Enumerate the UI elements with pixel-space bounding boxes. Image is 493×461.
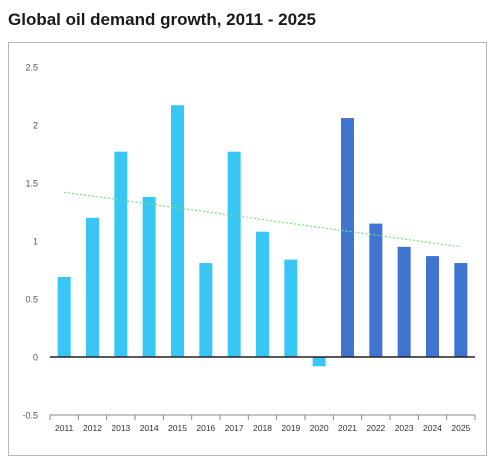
x-tick-label: 2011 xyxy=(55,423,74,433)
bar-2022 xyxy=(369,223,383,357)
bar-2015 xyxy=(171,105,184,357)
x-tick-label: 2022 xyxy=(366,423,385,433)
x-tick-label: 2016 xyxy=(196,423,215,433)
y-tick-label: 2 xyxy=(33,121,38,131)
x-tick-label: 2015 xyxy=(168,423,187,433)
bar-2021 xyxy=(341,118,354,357)
x-tick-label: 2019 xyxy=(281,423,300,433)
bar-2013 xyxy=(114,151,128,357)
bar-2019 xyxy=(284,259,298,357)
x-tick-label: 2012 xyxy=(83,423,102,433)
bar-2012 xyxy=(86,217,99,357)
x-tick-label: 2025 xyxy=(451,423,470,433)
x-tick-label: 2013 xyxy=(111,423,130,433)
bar-2016 xyxy=(199,263,213,357)
x-tick-label: 2020 xyxy=(310,423,329,433)
y-tick-label: 2.5 xyxy=(25,63,38,73)
x-tick-label: 2023 xyxy=(395,423,414,433)
y-tick-label: 0 xyxy=(33,353,38,363)
x-tick-label: 2014 xyxy=(140,423,159,433)
bar-2014 xyxy=(142,196,156,357)
trend-line xyxy=(64,191,461,248)
x-tick-label: 2018 xyxy=(253,423,272,433)
x-tick-label: 2024 xyxy=(423,423,442,433)
bar-2020 xyxy=(312,357,326,367)
bar-2024 xyxy=(426,256,439,357)
y-tick-label: -0.5 xyxy=(22,411,38,421)
bar-2011 xyxy=(57,276,71,357)
y-tick-label: 0.5 xyxy=(25,295,38,305)
bar-2018 xyxy=(256,231,269,357)
x-tick-label: 2021 xyxy=(338,423,357,433)
bar-2017 xyxy=(227,151,241,357)
x-tick-label: 2017 xyxy=(225,423,244,433)
y-tick-label: 1 xyxy=(33,237,38,247)
y-tick-label: 1.5 xyxy=(25,179,38,189)
bar-2023 xyxy=(397,246,411,357)
bar-2025 xyxy=(454,263,468,357)
chart-title: Global oil demand growth, 2011 - 2025 xyxy=(8,10,316,29)
